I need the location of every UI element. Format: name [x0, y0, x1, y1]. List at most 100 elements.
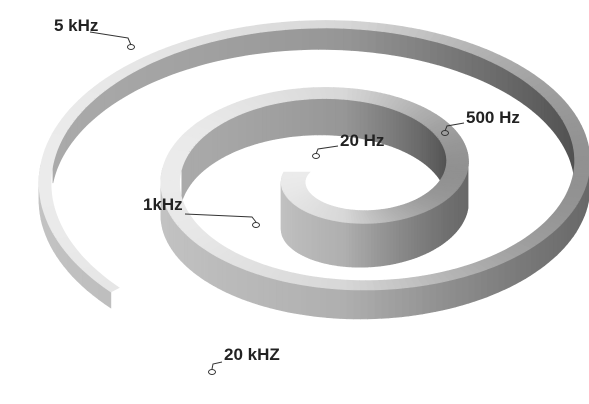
label: 500 Hz	[466, 108, 520, 127]
wall	[314, 287, 321, 317]
wall	[347, 290, 354, 319]
wall	[248, 271, 253, 303]
wall	[433, 207, 436, 250]
wall	[352, 29, 360, 51]
top	[574, 169, 589, 173]
wall	[429, 283, 436, 312]
wall	[557, 225, 561, 255]
wall	[558, 113, 561, 141]
wall	[276, 279, 282, 310]
wall	[274, 103, 278, 139]
wall	[540, 239, 544, 269]
wall	[452, 47, 459, 72]
wall	[399, 219, 402, 263]
top	[335, 21, 344, 29]
label: 20 kHZ	[224, 345, 280, 364]
wall	[254, 108, 258, 144]
wall	[318, 99, 322, 135]
wall	[288, 282, 294, 313]
wall	[332, 220, 335, 265]
wall	[174, 51, 181, 74]
wall	[548, 102, 551, 130]
marker	[128, 45, 135, 50]
wall	[571, 210, 574, 240]
wall	[266, 105, 270, 141]
wall	[346, 223, 349, 267]
wall	[343, 222, 346, 267]
wall	[459, 49, 466, 74]
wall	[393, 221, 396, 265]
wall	[327, 28, 335, 50]
wall	[227, 119, 231, 155]
wall	[361, 290, 368, 319]
wall	[309, 99, 313, 135]
wall	[341, 222, 344, 267]
wall	[408, 36, 416, 60]
wall	[127, 72, 133, 95]
wall	[541, 94, 545, 122]
wall	[335, 221, 338, 266]
wall	[518, 77, 523, 104]
wall	[406, 115, 409, 154]
wall	[246, 111, 250, 147]
wall	[377, 223, 380, 267]
wall	[205, 249, 209, 283]
wall	[270, 104, 274, 140]
wall	[258, 107, 262, 143]
wall	[232, 264, 237, 297]
wall	[411, 216, 414, 260]
wall	[253, 273, 259, 305]
wall	[438, 42, 445, 67]
wall	[283, 102, 287, 138]
wall	[174, 220, 176, 255]
wall	[234, 115, 238, 151]
wall	[564, 218, 567, 248]
wall	[318, 28, 326, 50]
wall	[287, 101, 291, 137]
wall	[485, 59, 491, 85]
top	[338, 88, 343, 100]
wall	[386, 222, 389, 266]
wall	[208, 131, 211, 167]
wall	[531, 245, 536, 275]
wall	[301, 285, 307, 316]
wall	[420, 213, 423, 256]
top	[39, 181, 51, 187]
wall	[422, 124, 424, 164]
wall	[307, 286, 314, 317]
wall	[515, 254, 520, 284]
wall	[279, 102, 283, 138]
wall	[402, 288, 409, 317]
wall	[367, 290, 374, 319]
wall	[160, 57, 167, 80]
wall	[335, 99, 339, 136]
wall	[390, 108, 393, 147]
wall	[227, 262, 232, 295]
wall	[213, 255, 217, 288]
wall	[576, 202, 578, 232]
wall	[146, 62, 153, 85]
top	[574, 165, 589, 169]
top	[352, 21, 361, 29]
label: 1kHz	[143, 195, 183, 214]
wall	[535, 242, 540, 272]
wall	[537, 91, 541, 119]
wall	[222, 260, 227, 293]
wall	[292, 100, 296, 136]
wall	[200, 137, 203, 173]
wall	[416, 286, 423, 315]
wall	[513, 74, 518, 101]
leader-line	[212, 362, 222, 369]
wall	[260, 31, 268, 53]
wall	[352, 223, 355, 267]
wall	[405, 218, 408, 262]
wall	[409, 287, 416, 316]
wall	[282, 281, 288, 312]
wall	[224, 121, 227, 157]
wall	[420, 122, 422, 162]
wall	[140, 66, 147, 89]
wall	[553, 229, 557, 259]
wall	[153, 59, 160, 82]
wall	[395, 288, 402, 317]
wall	[250, 110, 254, 146]
